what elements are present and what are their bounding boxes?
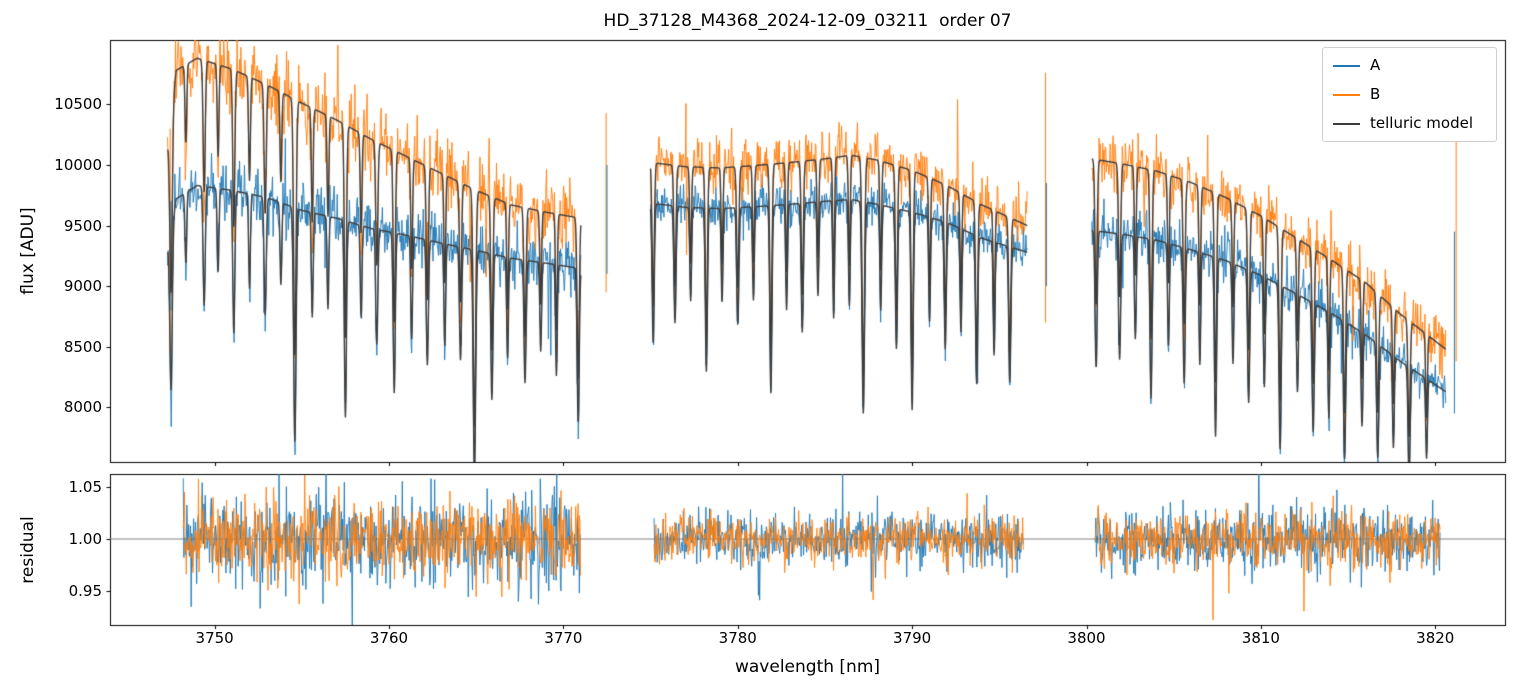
flux-tick-label: 9500	[63, 216, 102, 235]
flux-axis-label: flux [ADU]	[18, 207, 38, 295]
residual-tick-label: 1.00	[68, 530, 102, 548]
x-tick-label: 3760	[369, 629, 409, 647]
x-tick-label: 3820	[1416, 629, 1455, 647]
flux-tick-label: 8000	[63, 398, 102, 417]
legend-item-a: A	[1333, 57, 1486, 74]
legend-line-telluric-icon	[1333, 122, 1360, 125]
legend-item-b: B	[1333, 86, 1486, 103]
legend-label-telluric: telluric model	[1370, 114, 1474, 132]
x-tick-label: 3750	[195, 629, 234, 647]
x-tick-label: 3790	[893, 629, 932, 647]
legend-label-b: B	[1370, 85, 1381, 103]
legend-line-a-icon	[1333, 64, 1360, 67]
figure-title: HD_37128_M4368_2024-12-09_03211 order 07	[603, 11, 1012, 31]
residual-tick-label: 1.05	[68, 477, 102, 496]
residual-tick-label: 0.95	[68, 582, 102, 601]
flux-tick-label: 8500	[63, 337, 102, 356]
legend-item-telluric: telluric model	[1333, 115, 1486, 132]
legend-label-a: A	[1370, 56, 1381, 74]
flux-tick-label: 10500	[54, 95, 102, 114]
flux-tick-label: 9000	[63, 277, 102, 296]
legend: A B telluric model	[1322, 47, 1497, 142]
x-tick-label: 3800	[1067, 629, 1106, 647]
x-tick-label: 3810	[1241, 629, 1280, 647]
flux-tick-label: 10000	[54, 155, 102, 174]
legend-line-b-icon	[1333, 93, 1360, 96]
x-tick-label: 3770	[544, 629, 583, 647]
x-axis-label: wavelength [nm]	[734, 657, 881, 677]
x-tick-label: 3780	[718, 629, 757, 647]
